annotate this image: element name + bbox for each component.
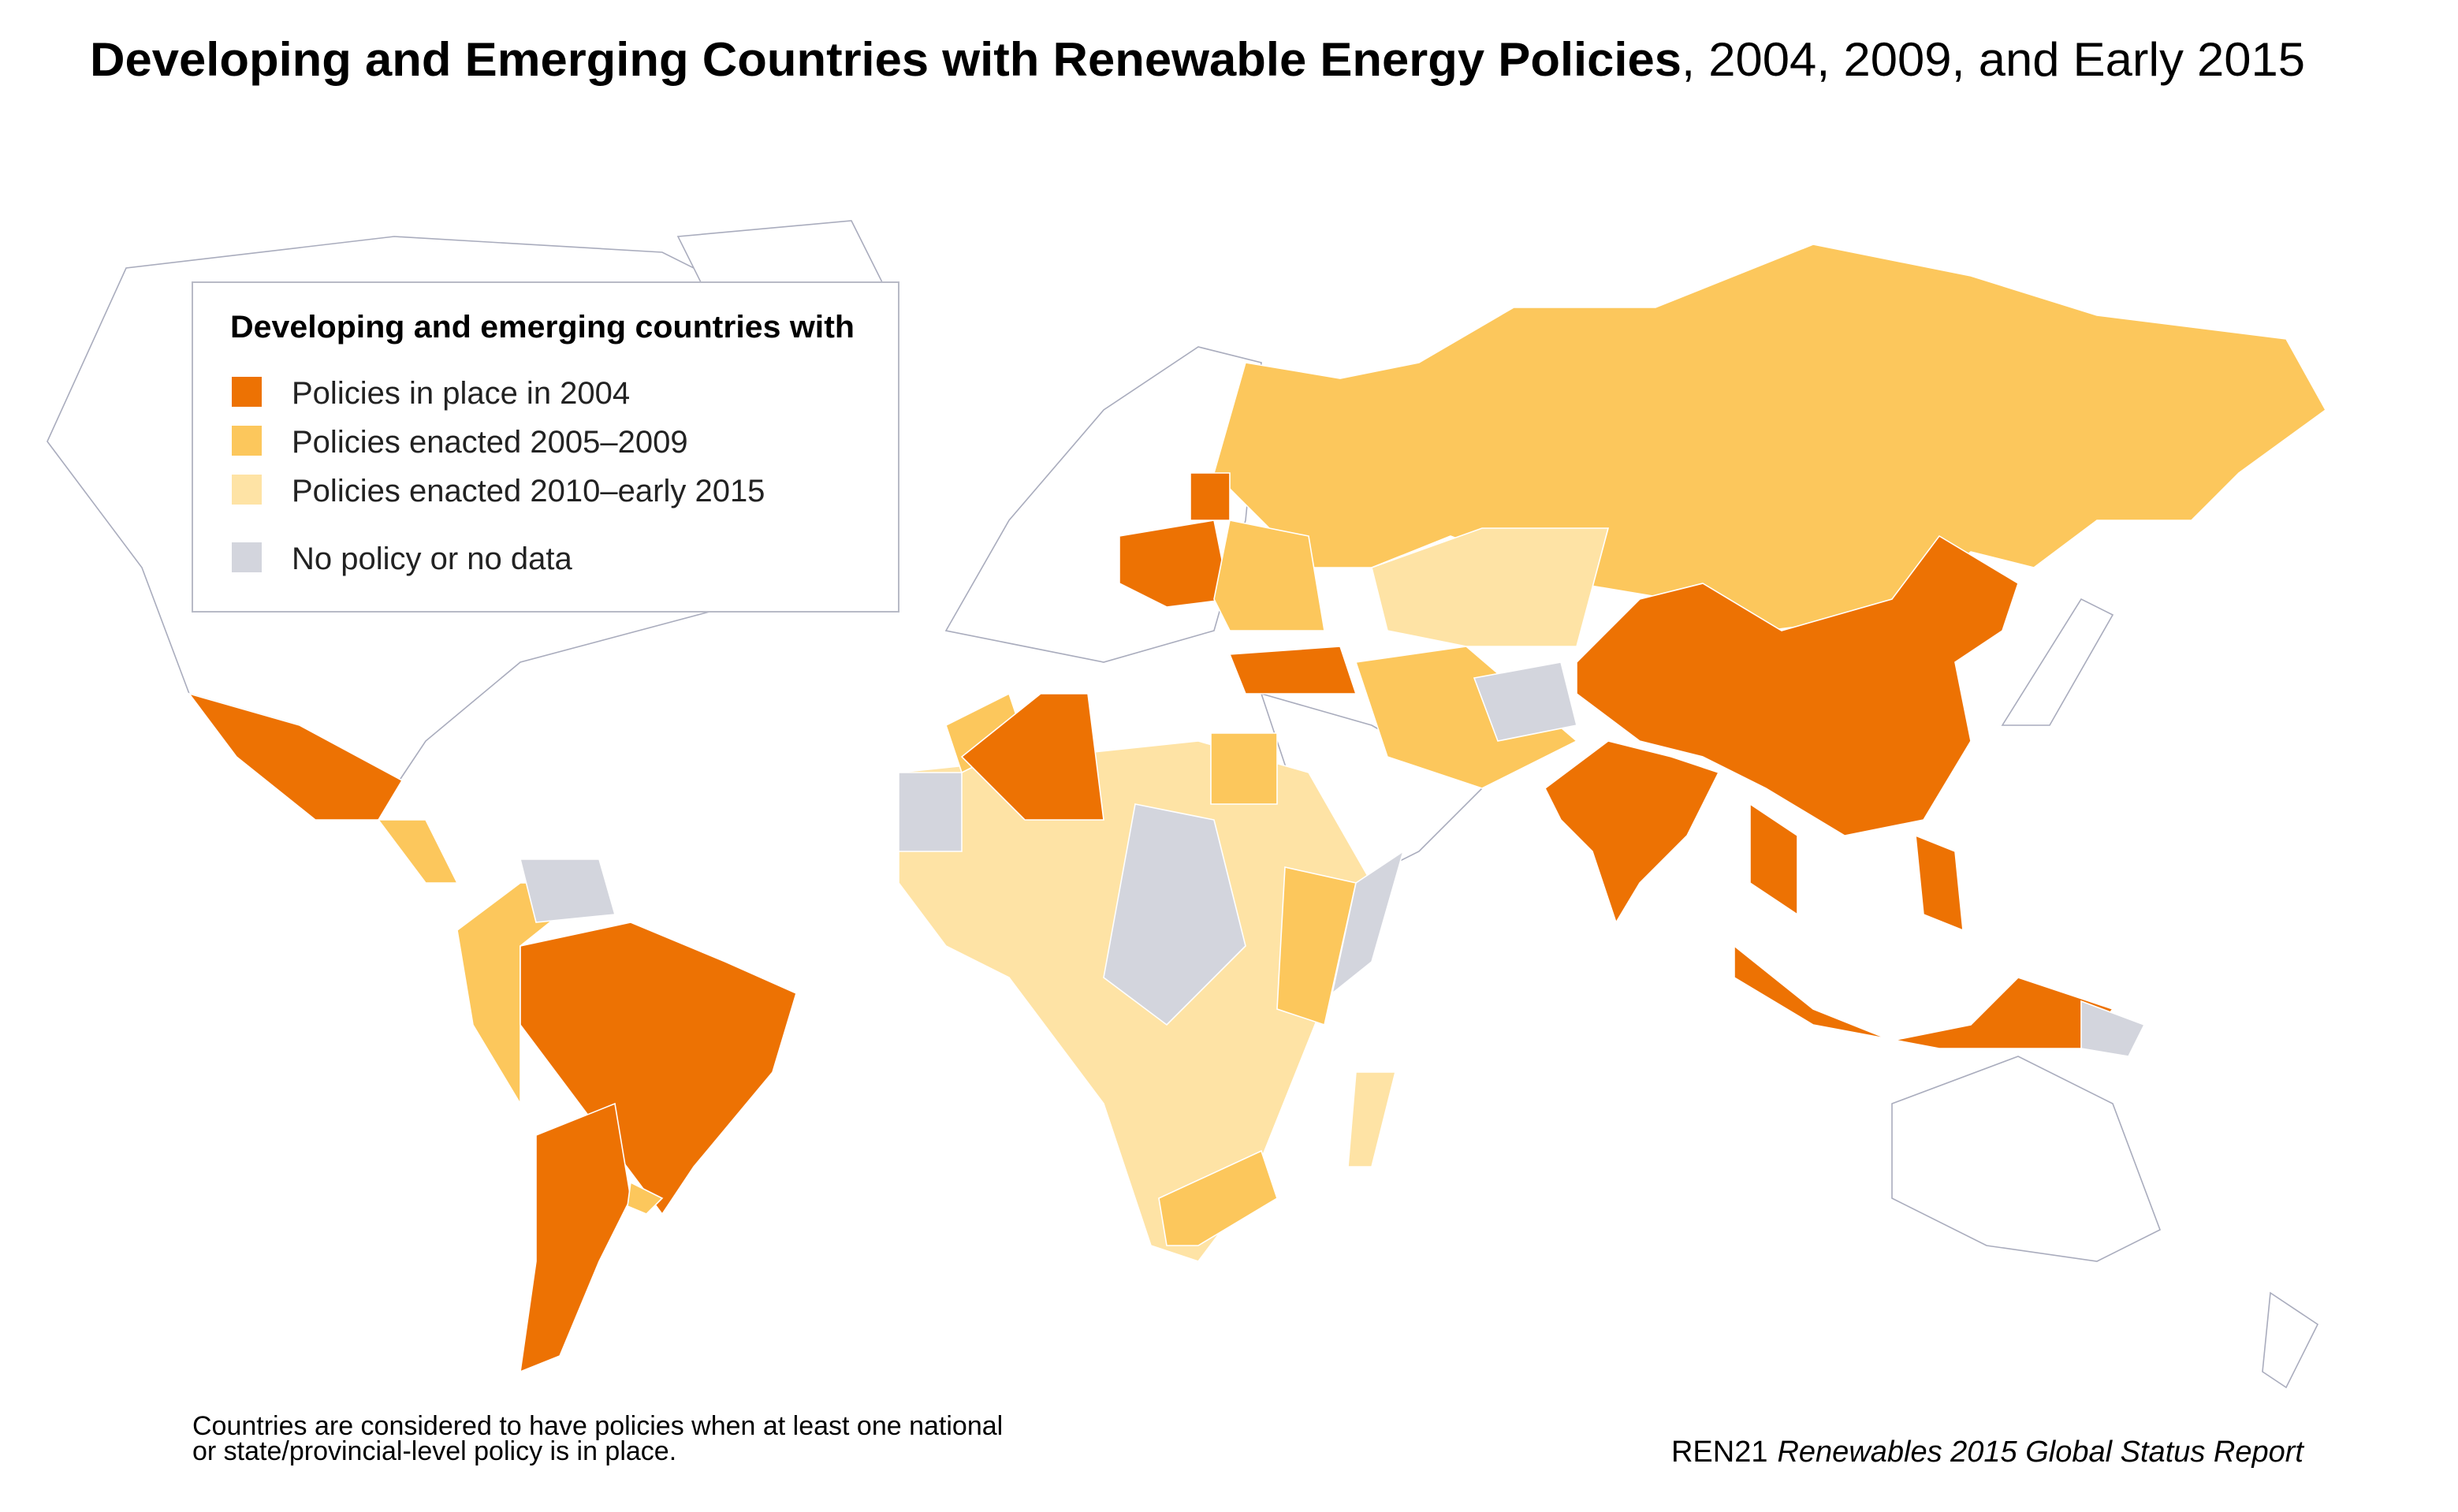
uruguay — [627, 1181, 664, 1215]
papua-new-guinea — [2080, 1000, 2146, 1057]
footnote-line: Countries are considered to have policie… — [192, 1411, 1003, 1441]
western-sahara — [898, 772, 963, 852]
iran-region — [1354, 646, 1578, 789]
somalia — [1331, 850, 1405, 996]
japan — [2001, 598, 2114, 726]
legend-items: Policies in place in 2004 Policies enacte… — [232, 376, 765, 576]
title-rest: , 2004, 2009, and Early 2015 — [1681, 33, 2305, 86]
venezuela — [519, 858, 616, 923]
australia — [1891, 1056, 2162, 1262]
legend-label: Policies enacted 2010–early 2015 — [292, 474, 765, 508]
madagascar — [1347, 1071, 1397, 1168]
central-africa — [1103, 803, 1246, 1026]
title: Developing and Emerging Countries with R… — [90, 33, 2305, 86]
indonesia — [1734, 944, 2114, 1049]
title-bold: Developing and Emerging Countries with R… — [90, 33, 1681, 86]
legend-swatch — [232, 377, 262, 407]
legend-box — [192, 281, 899, 613]
philippines — [1915, 834, 1964, 932]
source-org: REN21 — [1671, 1436, 1768, 1469]
regions — [187, 244, 2327, 1373]
china — [1576, 534, 2019, 836]
new-zealand — [2262, 1291, 2319, 1389]
source-report: Renewables 2015 Global Status Report — [1777, 1436, 2304, 1469]
legend-label: Policies enacted 2005–2009 — [292, 425, 688, 460]
south-africa — [1158, 1149, 1278, 1246]
india — [1544, 740, 1720, 924]
kazakhstan — [1371, 527, 1610, 647]
brazil — [520, 922, 797, 1216]
legend-swatch — [232, 426, 262, 456]
source: REN21 Renewables 2015 Global Status Repor… — [1671, 1436, 2304, 1469]
algeria — [960, 693, 1104, 821]
legend-swatch — [232, 542, 262, 572]
legend-label: No policy or no data — [292, 542, 573, 576]
footnote-line: or state/provincial-level policy is in p… — [192, 1436, 676, 1466]
afghanistan — [1473, 661, 1577, 742]
east-africa — [1276, 866, 1357, 1026]
legend-label: Policies in place in 2004 — [292, 376, 630, 411]
legend-title: Developing and emerging countries with — [230, 310, 855, 344]
turkey — [1228, 646, 1357, 695]
argentina — [520, 1102, 631, 1373]
baltics — [1190, 472, 1231, 521]
central-america — [377, 819, 459, 884]
egypt — [1210, 732, 1278, 805]
western-europe — [1119, 520, 1231, 608]
thailand — [1749, 803, 1798, 916]
legend-swatch — [232, 475, 262, 505]
eastern-europe — [1213, 520, 1325, 631]
